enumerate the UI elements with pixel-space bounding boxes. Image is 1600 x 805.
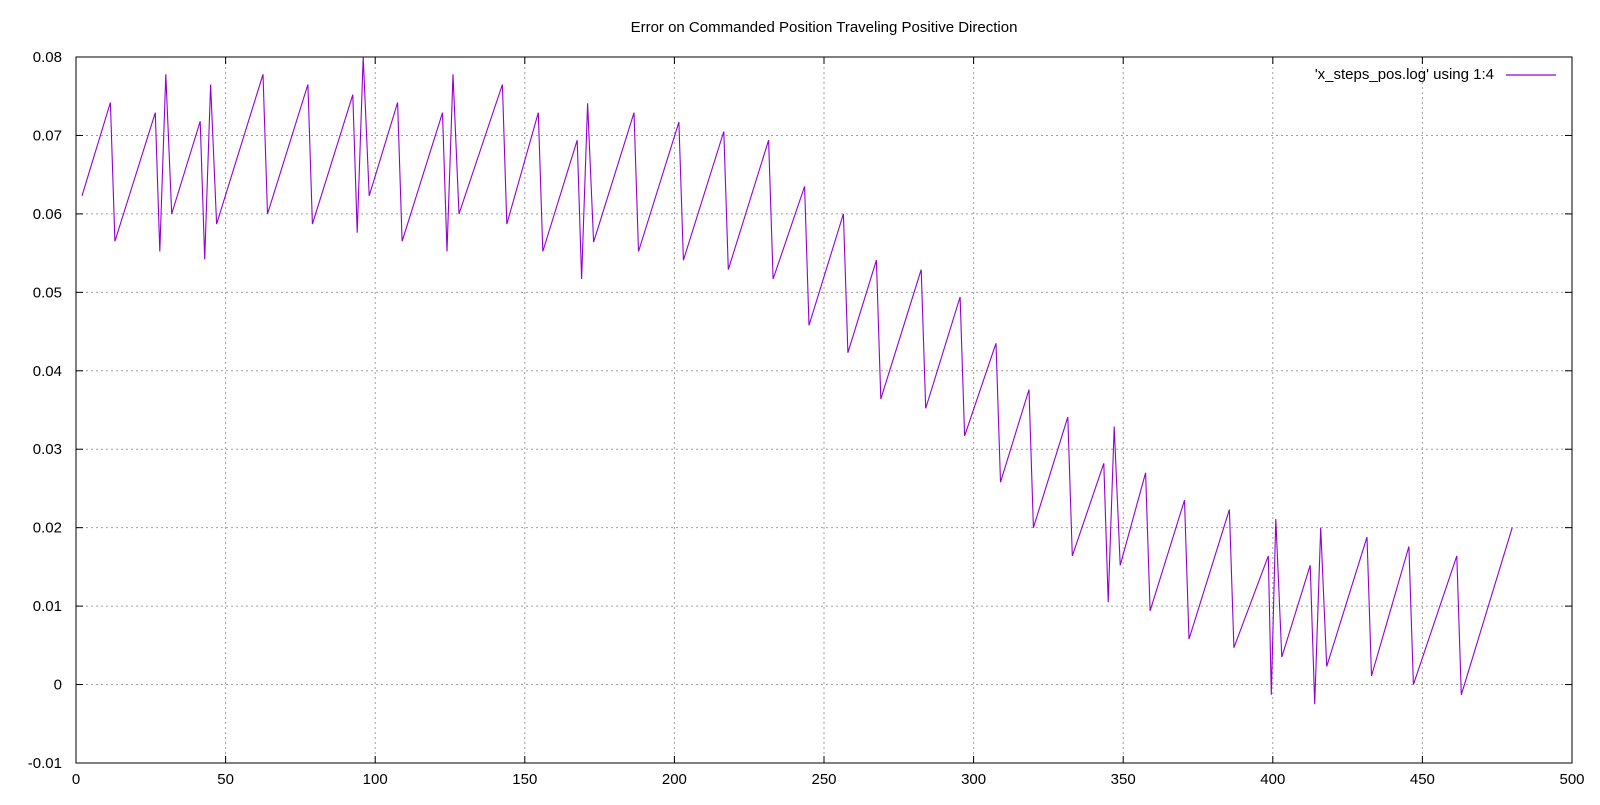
y-tick-label: 0.05 (33, 284, 62, 301)
x-tick-label: 150 (512, 771, 537, 788)
y-tick-label: 0.02 (33, 520, 62, 537)
x-tick-label: 450 (1410, 771, 1435, 788)
chart-title: Error on Commanded Position Traveling Po… (631, 19, 1018, 36)
x-tick-label: 50 (217, 771, 234, 788)
grid-layer (76, 57, 1572, 763)
legend-label: 'x_steps_pos.log' using 1:4 (1315, 66, 1494, 83)
legend: 'x_steps_pos.log' using 1:4 (1315, 66, 1556, 83)
y-tick-label: 0.07 (33, 127, 62, 144)
x-tick-label: 300 (961, 771, 986, 788)
y-tick-label: 0.04 (33, 363, 62, 380)
ticks-layer (75, 56, 1573, 764)
x-tick-label: 250 (811, 771, 836, 788)
tick-labels-layer: 0 50 100 150 200 250 300 350 400 450 500 -0.01 0 0.01… (28, 49, 1585, 788)
y-tick-label: 0.08 (33, 49, 62, 66)
x-tick-label: 0 (72, 771, 80, 788)
y-tick-label: 0.03 (33, 441, 62, 458)
y-tick-label: 0.01 (33, 598, 62, 615)
x-tick-label: 200 (662, 771, 687, 788)
series-line (81, 56, 1513, 705)
y-tick-label: 0.06 (33, 206, 62, 223)
x-tick-label: 100 (363, 771, 388, 788)
y-tick-label: 0 (54, 677, 62, 694)
y-tick-label: -0.01 (28, 755, 62, 772)
series-layer (81, 56, 1513, 705)
x-tick-label: 350 (1111, 771, 1136, 788)
x-tick-label: 500 (1559, 771, 1584, 788)
x-tick-label: 400 (1260, 771, 1285, 788)
